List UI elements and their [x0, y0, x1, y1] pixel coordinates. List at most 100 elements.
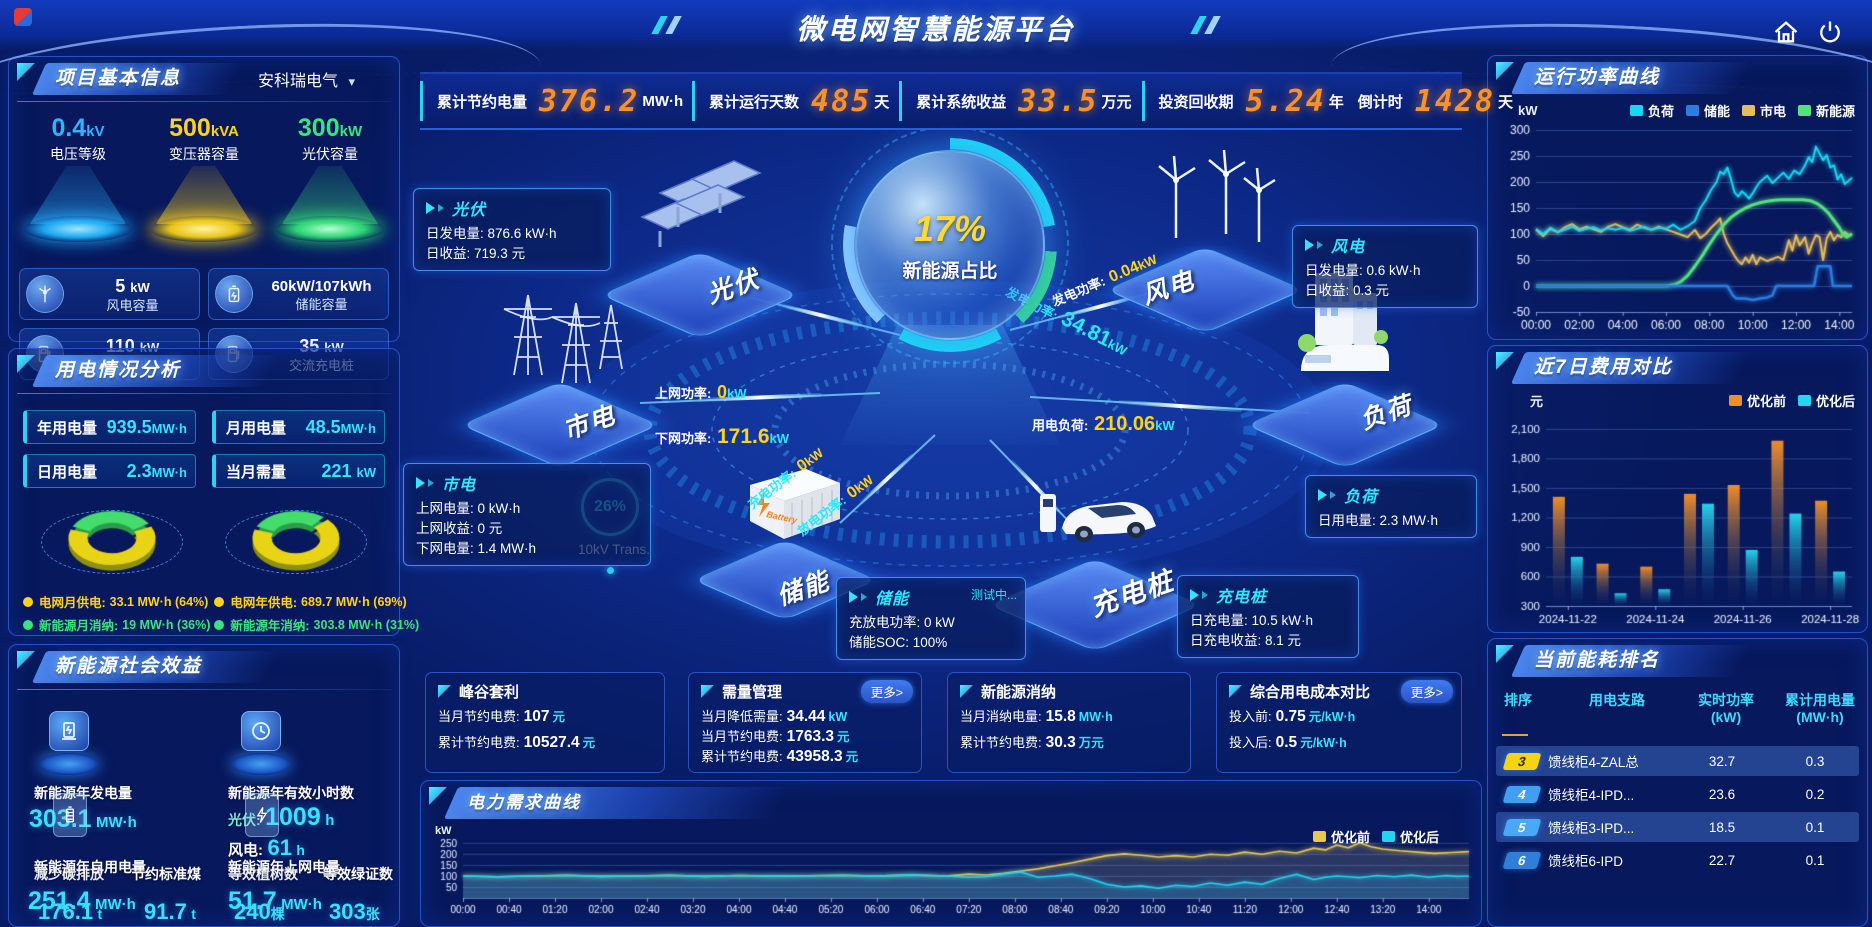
power-icon[interactable]: [1816, 18, 1844, 46]
ranking-header: 当前能耗排名: [1496, 644, 1859, 680]
card-label: 储能容量: [295, 296, 348, 312]
storage-node: Battery 储能: [693, 465, 880, 625]
more-button[interactable]: 更多>: [1400, 680, 1453, 703]
testing-badge: 测试中...: [970, 588, 1017, 602]
cost-chart-panel: 近7日费用对比 元 优化前 优化后: [1487, 345, 1868, 634]
chevron-right-icon: [426, 202, 435, 214]
y-axis-unit: 元: [1530, 394, 1544, 409]
divider: [17, 393, 391, 394]
hours-pedestal-icon: [229, 711, 293, 775]
spot-value: 0.4kV: [51, 114, 105, 142]
cert-value: 303张: [329, 899, 380, 924]
legend-item: 优化后: [1381, 827, 1439, 846]
stat-label: 月用电量: [226, 419, 287, 437]
kpi-run-days: 累计运行天数 485 天: [692, 81, 899, 121]
stat-row: 投入前: 0.75 元/kW·h: [1229, 708, 1356, 725]
month-usage-stat: 月用电量 48.5MW·h: [212, 410, 385, 444]
mini-title: 新能源消纳: [981, 684, 1057, 701]
company-select[interactable]: 安科瑞电气 ▾: [258, 67, 355, 91]
cert-label: 等效绿证数: [323, 866, 393, 882]
y-axis-unit: kW: [1518, 103, 1538, 118]
stat-row: 投入后: 0.5 元/kW·h: [1229, 734, 1347, 751]
kpi-label: 累计运行天数: [709, 93, 800, 111]
demand-curve-panel: 电力需求曲线 kW 优化前 优化后: [420, 780, 1482, 927]
mini-title: 峰谷套利: [459, 684, 520, 701]
divider: [17, 101, 391, 102]
column-header: 累计用电量 (MW·h): [1785, 692, 1855, 725]
card-value: 60kW/107kWh: [271, 277, 372, 295]
box-title: 风电: [1331, 239, 1366, 256]
kpi-value: 376.2: [539, 83, 640, 119]
draw-flow: 下网功率: 171.6kW: [655, 425, 790, 448]
load-node: 负荷: [1246, 273, 1444, 469]
project-info-header: 项目基本信息: [17, 62, 391, 98]
ratio-label: 新能源占比: [902, 260, 998, 282]
chevron-right-icon: [849, 591, 858, 603]
month-donut: [37, 494, 187, 590]
light-base: [24, 216, 132, 242]
stat-row: 累计节约电费: 30.3 万元: [960, 734, 1104, 751]
ranking-panel: 当前能耗排名 排序 用电支路 实时功率 (kW) 累计用电量 (MW·h) 3 馈线…: [1487, 638, 1868, 927]
gen-year-value: 303.1 MW·h: [29, 805, 137, 833]
realtime-power: 23.6: [1708, 786, 1736, 802]
legend-swatch: [1629, 105, 1643, 116]
kpi-saved-energy: 累计节约电量 376.2 MW·h: [420, 81, 692, 121]
chevron-down-icon: ▾: [348, 74, 355, 89]
box-title: 市电: [442, 477, 477, 494]
app-logo: [14, 8, 32, 26]
more-button[interactable]: 更多>: [860, 680, 913, 703]
day-usage-stat: 日用电量 2.3MW·h: [23, 454, 196, 488]
energy-flow-diagram: 17% 新能源占比 光伏: [400, 126, 1480, 678]
cost-chart-header: 近7日费用对比: [1496, 351, 1859, 387]
year-donut: [221, 494, 371, 590]
kpi-label: 累计节约电量: [437, 93, 528, 111]
load-info-box: 负荷 日用电量: 2.3 MW·h: [1305, 475, 1477, 538]
legend-swatch: [1312, 831, 1326, 842]
mini-title: 需量管理: [722, 684, 783, 701]
top-header: 微电网智慧能源平台: [0, 0, 1872, 98]
company-select-value: 安科瑞电气: [258, 73, 339, 90]
wind-turbine-icon: [26, 275, 64, 313]
donut-legend: 电网月供电: 33.1 MW·h (64%) 电网年供电: 689.7 MW·h (…: [9, 590, 419, 634]
panel-title: 电力需求曲线: [467, 793, 581, 812]
donut-ring-deco: [225, 510, 367, 574]
legend-item: 新能源月消纳: 19 MW·h (36%): [23, 615, 210, 634]
total-energy: 0.2: [1805, 786, 1825, 802]
coal-label: 节约标准煤: [131, 866, 201, 882]
chevron-right-icon: [1202, 591, 1208, 599]
kpi-label: 倒计时: [1357, 93, 1403, 111]
peak-valley-panel: 峰谷套利 当月节约电费: 107 元 累计节约电费: 10527.4 元: [425, 672, 665, 773]
box-title: 充电桩: [1216, 589, 1268, 606]
kpi-system-income: 累计系统收益 33.5 万元: [899, 81, 1141, 121]
power-curve-panel: 运行功率曲线 kW 负荷 储能 市电 新能源: [1487, 55, 1868, 340]
spot-label: 电压等级: [50, 146, 106, 162]
spot-value: 300kW: [297, 114, 363, 142]
generation-pedestal-icon: [37, 711, 101, 775]
spot-label: 变压器容量: [169, 146, 239, 162]
chevron-right-icon: [1330, 491, 1336, 499]
stat-label: 年用电量: [37, 419, 98, 437]
demand-header: 电力需求曲线: [429, 786, 1473, 822]
donut-ring-deco: [41, 510, 183, 574]
co2-value: 176.1 t: [38, 899, 103, 924]
storage-info-box: 储能 测试中... 充放电功率: 0 kW 储能SOC: 100%: [836, 577, 1026, 660]
table-row: 3 馈线柜4-ZAL总 32.7 0.3: [1496, 746, 1859, 776]
usage-analysis-panel: 用电情况分析 年用电量 939.5MW·h 月用电量 48.5MW·h 日用电量…: [8, 348, 419, 636]
load-power-flow: 用电负荷: 210.06kW: [1032, 413, 1175, 435]
month-demand-stat: 当月需量 221 kW: [212, 454, 385, 488]
table-row: 5 馈线柜3-IPD... 18.5 0.1: [1496, 812, 1859, 842]
stat-value: 221 kW: [321, 460, 376, 481]
co2-label: 减少碳排放: [34, 866, 104, 882]
chevron-right-icon: [1305, 239, 1314, 251]
home-icon[interactable]: [1772, 18, 1800, 46]
wind-hours: 风电: 61 h: [228, 835, 305, 860]
legend-item: 优化前: [1312, 827, 1370, 846]
chevron-right-icon: [416, 477, 425, 489]
light-cone: [30, 166, 126, 224]
wind-node: 风电: [1106, 149, 1304, 334]
usage-stats: 年用电量 939.5MW·h 月用电量 48.5MW·h 日用电量 2.3MW·…: [9, 402, 399, 488]
panel-title: 新能源社会效益: [55, 656, 203, 677]
battery-icon: [215, 275, 253, 313]
kpi-value: 5.24: [1245, 83, 1326, 119]
stat-value: 939.5MW·h: [106, 416, 187, 437]
